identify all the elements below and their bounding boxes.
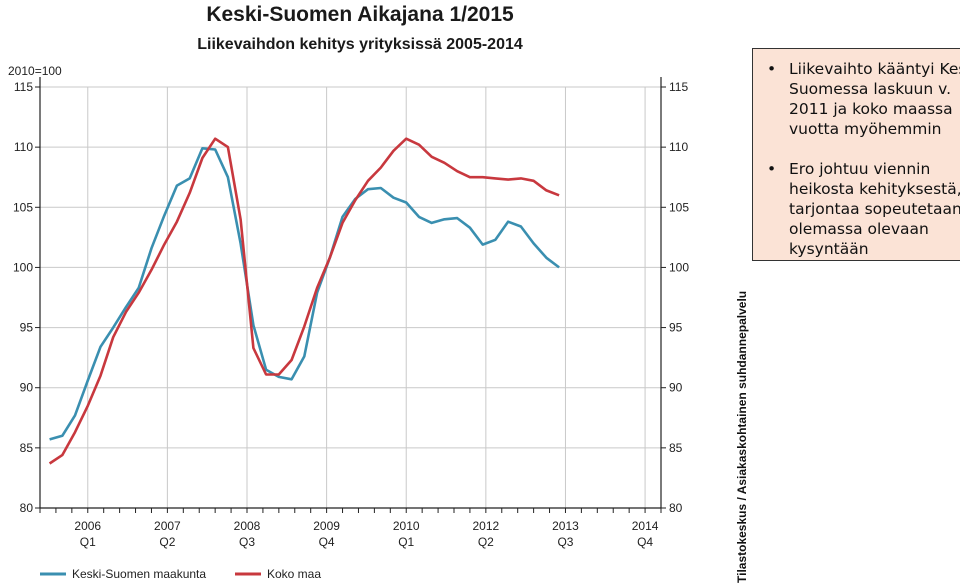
x-tick-year: 2014 bbox=[632, 519, 659, 533]
x-tick-year: 2007 bbox=[154, 519, 181, 533]
y-axis-label: 2010=100 bbox=[8, 64, 62, 78]
y-tick-label: 100 bbox=[13, 260, 33, 274]
y-tick-label-right: 85 bbox=[669, 441, 683, 455]
y-tick-label-right: 95 bbox=[669, 321, 683, 335]
x-tick-quarter: Q2 bbox=[159, 535, 175, 549]
source-label: Tilastokeskus / Asiakaskohtainen suhdann… bbox=[735, 290, 749, 583]
y-tick-label-right: 80 bbox=[669, 501, 683, 515]
x-tick-year: 2013 bbox=[552, 519, 579, 533]
x-tick-quarter: Q3 bbox=[557, 535, 573, 549]
x-tick-year: 2010 bbox=[393, 519, 420, 533]
x-tick-year: 2012 bbox=[472, 519, 499, 533]
note-item: Ero johtuu viennin heikosta kehityksestä… bbox=[767, 159, 960, 259]
series-line-0 bbox=[49, 147, 560, 441]
chart-subtitle: Liikevaihdon kehitys yrityksissä 2005-20… bbox=[197, 36, 523, 53]
line-chart: Keski-Suomen Aikajana 1/2015 Liikevaihdo… bbox=[8, 3, 689, 581]
y-tick-label: 80 bbox=[20, 501, 34, 515]
y-tick-label: 115 bbox=[14, 80, 33, 94]
y-tick-label: 105 bbox=[13, 200, 33, 214]
x-tick-year: 2009 bbox=[313, 519, 340, 533]
x-tick-year: 2006 bbox=[74, 519, 101, 533]
note-item: Liikevaihto kääntyi Keski-Suomessa lasku… bbox=[767, 59, 960, 139]
x-tick-quarter: Q2 bbox=[478, 535, 494, 549]
y-tick-label-right: 105 bbox=[669, 200, 689, 214]
x-tick-quarter: Q4 bbox=[319, 535, 335, 549]
y-tick-label: 110 bbox=[14, 140, 33, 154]
chart-title: Keski-Suomen Aikajana 1/2015 bbox=[206, 3, 514, 26]
series-lines bbox=[48, 137, 560, 465]
y-tick-label-right: 110 bbox=[669, 140, 688, 154]
series-line-1 bbox=[48, 137, 560, 465]
x-tick-quarter: Q1 bbox=[80, 535, 96, 549]
y-tick-label: 95 bbox=[20, 321, 34, 335]
legend-entry: Keski-Suomen maakunta bbox=[72, 567, 206, 581]
notes-box: Liikevaihto kääntyi Keski-Suomessa lasku… bbox=[752, 48, 960, 261]
legend: Keski-Suomen maakunta Koko maa bbox=[40, 567, 321, 581]
y-tick-label-right: 90 bbox=[669, 381, 683, 395]
x-tick-quarter: Q1 bbox=[398, 535, 414, 549]
x-tick-quarter: Q3 bbox=[239, 535, 255, 549]
y-tick-label-right: 100 bbox=[669, 260, 689, 274]
axes: 80 80 85 85 90 90 95 95 100 100 105 105 110 110 115 115… bbox=[13, 77, 689, 549]
y-tick-label-right: 115 bbox=[669, 80, 688, 94]
legend-entry: Koko maa bbox=[267, 567, 321, 581]
x-tick-year: 2008 bbox=[234, 519, 261, 533]
y-tick-label: 90 bbox=[20, 381, 34, 395]
y-tick-label: 85 bbox=[20, 441, 34, 455]
x-tick-quarter: Q4 bbox=[637, 535, 653, 549]
